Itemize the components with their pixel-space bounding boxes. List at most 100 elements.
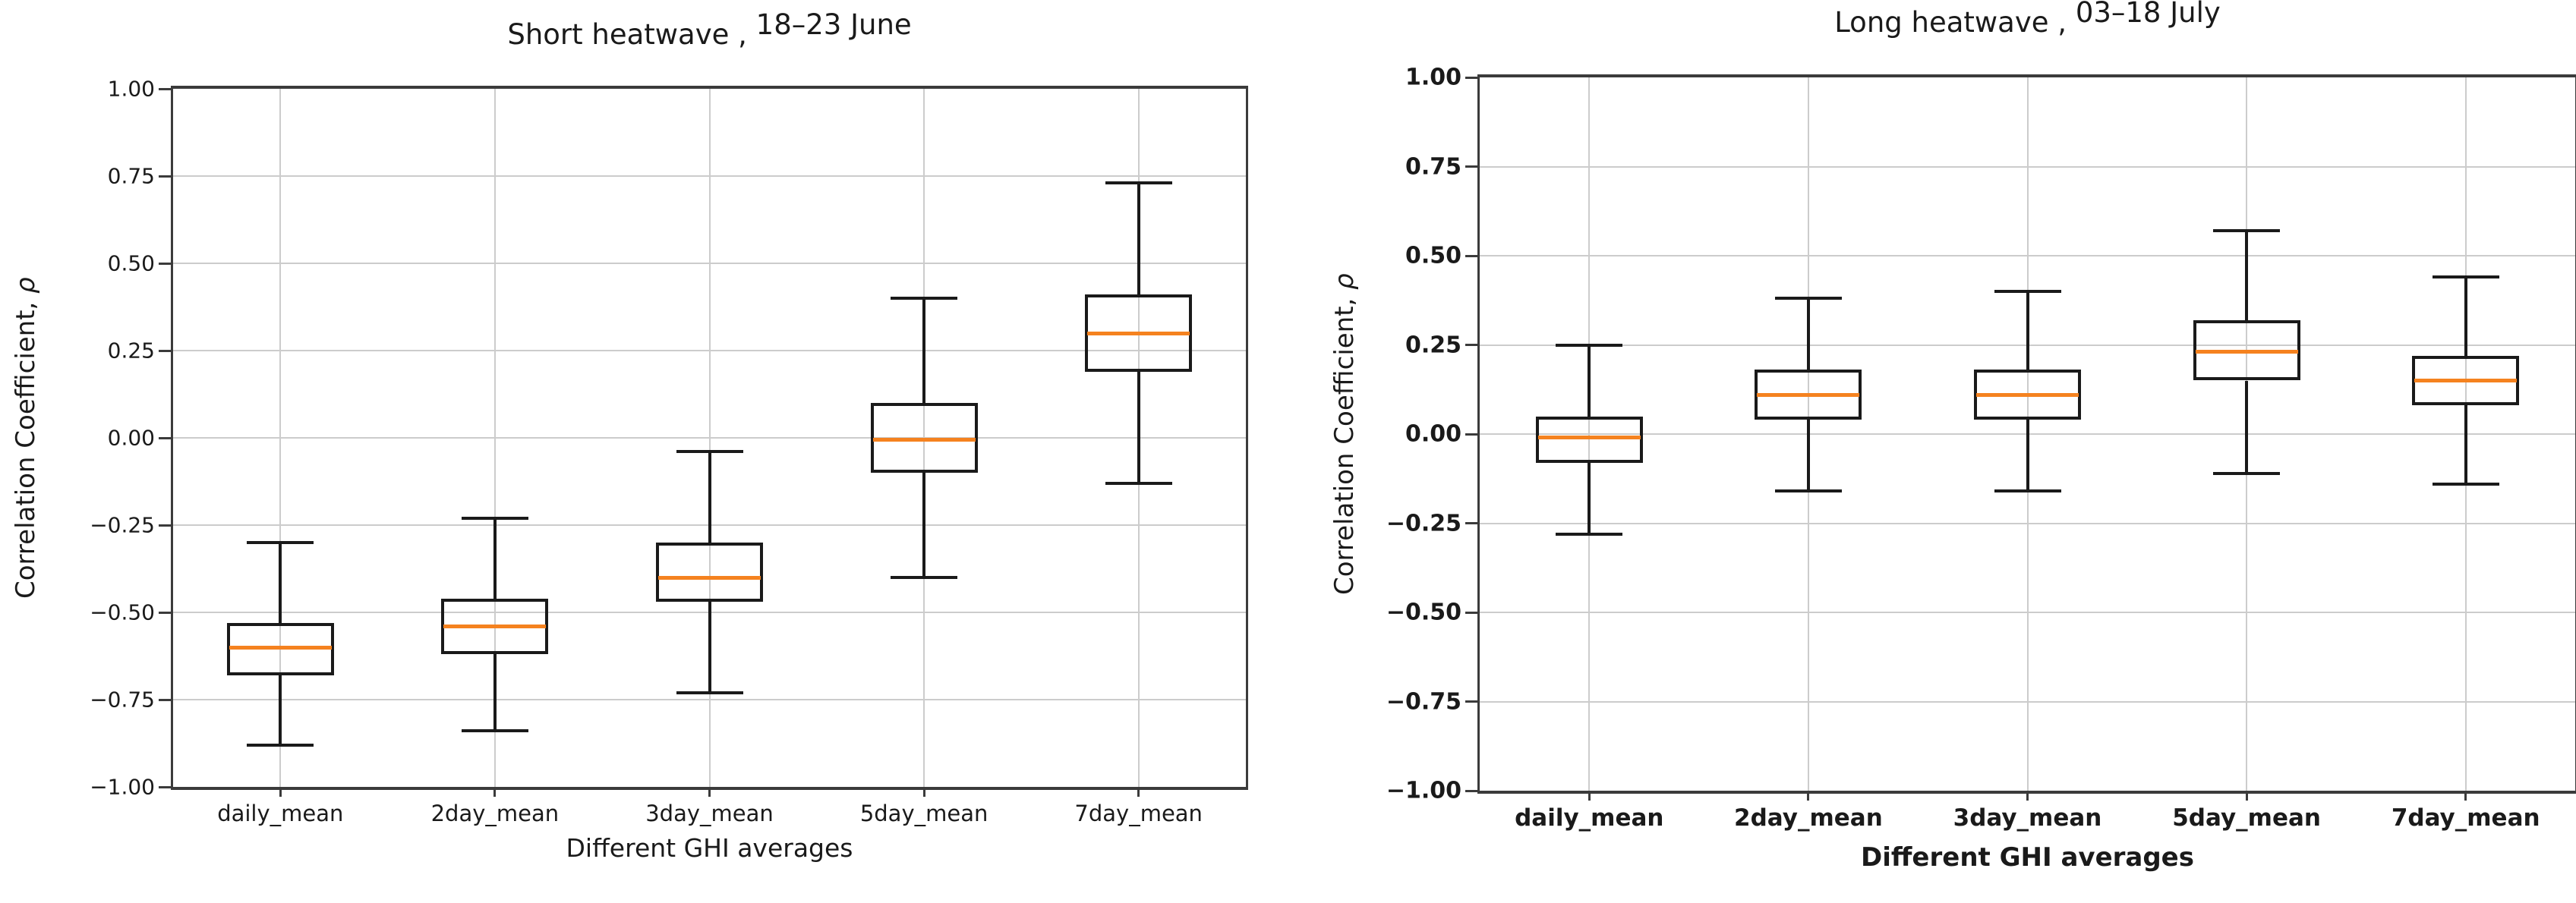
x-tick-label-daily_mean: daily_mean <box>1515 804 1664 832</box>
y-tick-mark <box>159 349 171 352</box>
box-2day_mean <box>1755 370 1862 420</box>
x-tick-label-daily_mean: daily_mean <box>217 801 344 826</box>
y-tick-mark <box>159 87 171 90</box>
y-tick-label: 0.50 <box>1405 242 1461 269</box>
y-tick-mark <box>159 175 171 178</box>
whisker-upper-7day_mean <box>2464 277 2467 356</box>
y-tick-label: 0.50 <box>107 250 155 276</box>
whisker-cap-lower-5day_mean <box>891 576 958 579</box>
x-tick-mark <box>2245 791 2248 801</box>
y-tick-label: 1.00 <box>1405 64 1461 91</box>
x-tick-label-2day_mean: 2day_mean <box>1734 804 1883 832</box>
v-gridline <box>279 89 282 787</box>
y-tick-label: 0.00 <box>107 425 155 451</box>
whisker-upper-3day_mean <box>2026 291 2029 370</box>
whisker-cap-lower-3day_mean <box>676 691 743 694</box>
y-tick-label: −0.25 <box>90 512 155 538</box>
whisker-cap-lower-daily_mean <box>247 743 314 747</box>
median-line-5day_mean <box>2195 350 2298 354</box>
y-axis-label: Correlation Coefficient, ρ <box>1329 77 1360 791</box>
whisker-lower-3day_mean <box>708 602 711 693</box>
whisker-cap-upper-7day_mean <box>2432 275 2499 279</box>
x-tick-label-5day_mean: 5day_mean <box>859 801 988 826</box>
y-tick-label: 1.00 <box>107 76 155 102</box>
whisker-cap-lower-5day_mean <box>2213 471 2281 475</box>
median-line-3day_mean <box>658 575 761 580</box>
chart-title-main: Long heatwave <box>1834 6 2049 39</box>
whisker-lower-2day_mean <box>1806 420 1810 492</box>
chart-title-long-heatwave: Long heatwave , 03–18 July <box>1480 0 2575 39</box>
chart-title-comma: , <box>2048 6 2076 39</box>
y-tick-label: −0.75 <box>1386 688 1461 715</box>
whisker-cap-upper-daily_mean <box>247 541 314 544</box>
whisker-lower-7day_mean <box>2464 405 2467 484</box>
y-tick-mark <box>1465 254 1477 257</box>
y-tick-mark <box>1465 76 1477 79</box>
box-5day_mean <box>870 403 978 473</box>
whisker-lower-5day_mean <box>2245 380 2249 474</box>
boxplot-short-heatwave: Short heatwave , 18–23 June Correlation … <box>11 8 1248 863</box>
chart-title-main: Short heatwave <box>507 18 730 51</box>
whisker-upper-3day_mean <box>708 452 711 543</box>
median-line-7day_mean <box>1087 331 1190 335</box>
whisker-lower-2day_mean <box>493 654 497 732</box>
whisker-cap-lower-2day_mean <box>461 729 528 733</box>
whisker-cap-upper-2day_mean <box>1774 297 1842 300</box>
whisker-cap-lower-7day_mean <box>1105 481 1172 485</box>
y-tick-mark <box>1465 165 1477 168</box>
y-tick-label: −1.00 <box>90 774 155 800</box>
y-tick-label: 0.25 <box>1405 332 1461 358</box>
x-tick-label-3day_mean: 3day_mean <box>1953 804 2102 832</box>
y-tick-mark <box>159 436 171 439</box>
y-tick-label: 0.75 <box>107 163 155 189</box>
x-tick-label-3day_mean: 3day_mean <box>645 801 774 826</box>
y-axis-label-text: Correlation Coefficient, <box>11 293 41 599</box>
rho-symbol: ρ <box>11 277 41 294</box>
whisker-upper-daily_mean <box>279 543 282 623</box>
whisker-cap-lower-3day_mean <box>1994 489 2061 493</box>
y-tick-mark <box>159 698 171 701</box>
x-tick-mark <box>493 787 497 797</box>
whisker-upper-2day_mean <box>493 518 497 599</box>
whisker-lower-5day_mean <box>922 473 926 577</box>
whisker-cap-upper-5day_mean <box>2213 229 2281 233</box>
median-line-3day_mean <box>1976 392 2079 397</box>
whisker-upper-7day_mean <box>1137 183 1140 295</box>
whisker-cap-upper-3day_mean <box>676 450 743 454</box>
y-tick-mark <box>1465 700 1477 703</box>
x-tick-label-7day_mean: 7day_mean <box>1074 801 1203 826</box>
x-tick-mark <box>922 787 925 797</box>
box-7day_mean <box>2412 355 2520 406</box>
y-tick-label: −0.75 <box>90 687 155 713</box>
whisker-lower-daily_mean <box>279 675 282 745</box>
whisker-cap-lower-2day_mean <box>1774 489 1842 493</box>
x-axis-label: Different GHI averages <box>566 833 853 863</box>
x-tick-label-2day_mean: 2day_mean <box>430 801 560 826</box>
x-tick-mark <box>1588 791 1591 801</box>
y-tick-mark <box>1465 789 1477 792</box>
plot-area-long-heatwave: 1.00 0.75 0.50 0.25 0.00 −0.25 −0.50 −0.75 −1.00… <box>1386 64 2576 832</box>
whisker-upper-5day_mean <box>2245 231 2249 320</box>
median-line-daily_mean <box>229 645 332 650</box>
whisker-upper-daily_mean <box>1588 345 1591 417</box>
whisker-cap-upper-3day_mean <box>1994 290 2061 293</box>
y-tick-mark <box>159 611 171 614</box>
y-tick-label: 0.25 <box>107 338 155 363</box>
x-axis-label: Different GHI averages <box>1861 842 2194 873</box>
whisker-cap-upper-daily_mean <box>1556 343 1623 347</box>
y-tick-label: −1.00 <box>1386 777 1461 804</box>
plot-area-short-heatwave: 1.00 0.75 0.50 0.25 0.00 −0.25 −0.50 −0.75 −1.00… <box>90 77 1248 826</box>
y-tick-mark <box>159 262 171 265</box>
whisker-lower-7day_mean <box>1137 371 1140 483</box>
box-daily_mean <box>1535 416 1643 463</box>
x-tick-mark <box>2464 791 2467 801</box>
chart-title-date: 18–23 June <box>755 8 912 41</box>
whisker-cap-lower-daily_mean <box>1556 532 1623 536</box>
median-line-5day_mean <box>872 437 976 442</box>
y-tick-mark <box>159 785 171 788</box>
y-tick-mark <box>1465 344 1477 346</box>
whisker-cap-lower-7day_mean <box>2432 482 2499 486</box>
median-line-2day_mean <box>1757 392 1860 397</box>
median-line-7day_mean <box>2414 379 2518 382</box>
